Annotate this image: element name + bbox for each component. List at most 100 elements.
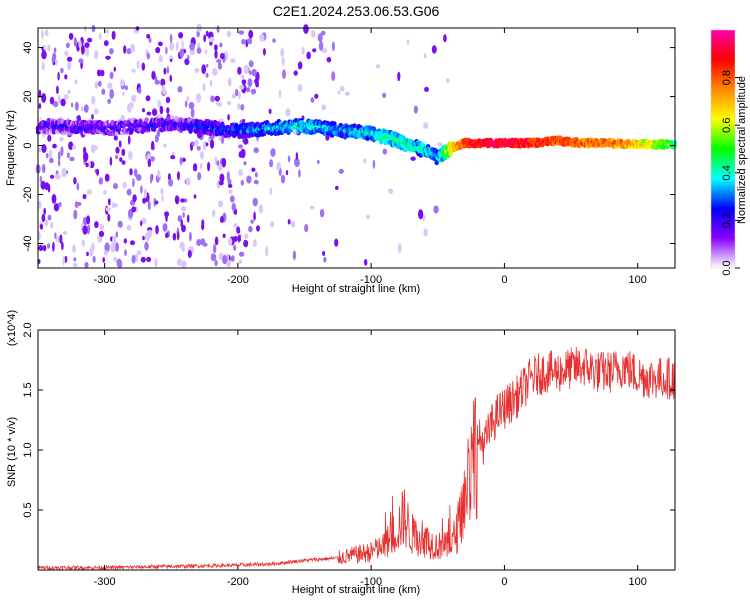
spectrogram-noise-point	[197, 172, 202, 181]
spectrogram-noise-point	[243, 137, 249, 145]
spectrogram-noise-point	[309, 205, 315, 210]
spectrogram-noise-point	[295, 152, 299, 160]
spectrogram-noise-point	[181, 40, 184, 49]
spectrogram-noise-point	[212, 209, 216, 218]
spectrogram-noise-point	[280, 174, 286, 184]
spectrogram-noise-point	[53, 203, 60, 212]
spectrogram-noise-point	[151, 140, 155, 150]
colorbar: 0.0 0.2 0.4 0.6 0.8 Normalized spectral ampl…	[710, 29, 748, 276]
spectrogram-noise-point	[154, 79, 160, 85]
spectrogram-noise-point	[176, 258, 183, 266]
spectrogram-noise-point	[206, 63, 209, 68]
spectrogram-noise-point	[132, 178, 135, 188]
spectrogram-noise-point	[84, 25, 87, 32]
spectrogram-ridge-point	[208, 131, 213, 137]
colorbar-tick-label: 0.6	[721, 118, 733, 133]
spectrogram-noise-point	[47, 243, 51, 249]
snr-x-tick-label: 0	[501, 576, 507, 588]
spectrogram-noise-point	[52, 143, 57, 149]
spectrogram-noise-point	[75, 101, 79, 112]
spectrogram-x-axis-label: Height of straight line (km)	[292, 283, 420, 295]
spectrogram-noise-point	[41, 29, 44, 40]
spectrogram-noise-point	[227, 237, 233, 246]
spectrogram-noise-point	[151, 108, 158, 116]
spectrogram-noise-point	[252, 239, 257, 248]
spectrogram-noise-point	[218, 180, 224, 186]
spectrogram-noise-point	[321, 48, 328, 54]
spectrogram-noise-point	[44, 182, 50, 191]
spectrogram-noise-point	[101, 88, 106, 95]
spectrogram-noise-point	[124, 85, 129, 91]
spectrogram-noise-point	[337, 90, 341, 95]
spectrogram-noise-point	[80, 44, 85, 55]
spectrogram-noise-point	[66, 56, 73, 62]
spectrogram-noise-point	[65, 42, 70, 49]
spectrogram-noise-point	[83, 104, 89, 113]
spectrogram-noise-point	[236, 229, 241, 234]
spectrogram-noise-point	[187, 54, 190, 61]
spectrogram-noise-point	[58, 94, 61, 104]
spectrogram-noise-point	[47, 134, 52, 142]
spectrogram-noise-point	[214, 259, 218, 267]
snr-x-tick-label: -100	[360, 576, 382, 588]
spectrogram-noise-point	[82, 225, 88, 235]
spectrogram-noise-point	[154, 258, 158, 268]
spectrogram-noise-point	[44, 29, 49, 37]
spectrogram-noise-point	[78, 58, 84, 64]
spectrogram-noise-point	[179, 48, 185, 58]
spectrogram-noise-point	[180, 205, 187, 212]
spectrogram-noise-point	[202, 242, 208, 247]
spectrogram-noise-point	[163, 67, 167, 75]
spectrogram-noise-point	[170, 155, 176, 160]
spectrogram-noise-point	[73, 257, 77, 262]
spectrogram-x-ticks: -300 -200 -100 0 100	[94, 28, 647, 286]
spectrogram-noise-point	[112, 236, 117, 245]
spectrogram-noise-point	[38, 200, 42, 210]
spectrogram-noise-point	[431, 45, 437, 54]
spectrogram-noise-point	[306, 51, 311, 60]
spectrogram-noise-point	[179, 241, 185, 250]
spectrogram-noise-point	[320, 30, 326, 36]
snr-y-tick-label: 1.5	[22, 382, 34, 397]
spectrogram-noise-point	[237, 103, 241, 110]
spectrogram-noise-point	[132, 194, 137, 203]
spectrogram-noise-point	[37, 259, 41, 264]
spectrogram-y-tick-label: 40	[22, 41, 34, 53]
spectrogram-noise-point	[142, 197, 147, 204]
spectrogram-noise-point	[86, 251, 89, 257]
spectrogram-noise-point	[113, 135, 118, 141]
spectrogram-noise-point	[176, 231, 180, 241]
spectrogram-noise-point	[406, 39, 410, 46]
spectrogram-noise-point	[55, 59, 59, 66]
spectrogram-ridge-point	[379, 139, 384, 145]
spectrogram-noise-point	[276, 162, 281, 171]
spectrogram-noise-point	[196, 146, 201, 151]
spectrogram-noise-point	[160, 187, 164, 195]
spectrogram-noise-point	[120, 79, 125, 87]
spectrogram-noise-point	[227, 100, 232, 106]
spectrogram-noise-point	[253, 179, 259, 185]
spectrogram-noise-point	[115, 154, 119, 160]
snr-x-ticks: -300 -200 -100 0 100	[94, 330, 647, 588]
spectrogram-noise-point	[166, 107, 170, 114]
spectrogram-noise-point	[265, 246, 269, 256]
spectrogram-noise-point	[91, 95, 96, 105]
spectrogram-noise-point	[165, 232, 169, 239]
spectrogram-noise-point	[100, 69, 105, 77]
spectrogram-noise-point	[177, 215, 183, 222]
spectrogram-noise-point	[226, 171, 230, 182]
spectrogram-noise-point	[282, 69, 286, 79]
spectrogram-noise-point	[323, 256, 327, 263]
spectrogram-noise-point	[159, 105, 164, 115]
snr-y-tick-label: 2.0	[22, 322, 34, 337]
spectrogram-noise-point	[363, 158, 367, 164]
spectrogram-noise-point	[169, 41, 174, 51]
spectrogram-noise-point	[124, 249, 127, 256]
colorbar-frame	[710, 29, 736, 269]
spectrogram-noise-point	[216, 160, 220, 166]
spectrogram-noise-point	[147, 158, 151, 168]
spectrogram-noise-point	[196, 239, 202, 246]
spectrogram-noise-point	[42, 244, 47, 252]
spectrogram-noise-point	[96, 168, 100, 176]
spectrogram-noise-point	[54, 173, 61, 180]
